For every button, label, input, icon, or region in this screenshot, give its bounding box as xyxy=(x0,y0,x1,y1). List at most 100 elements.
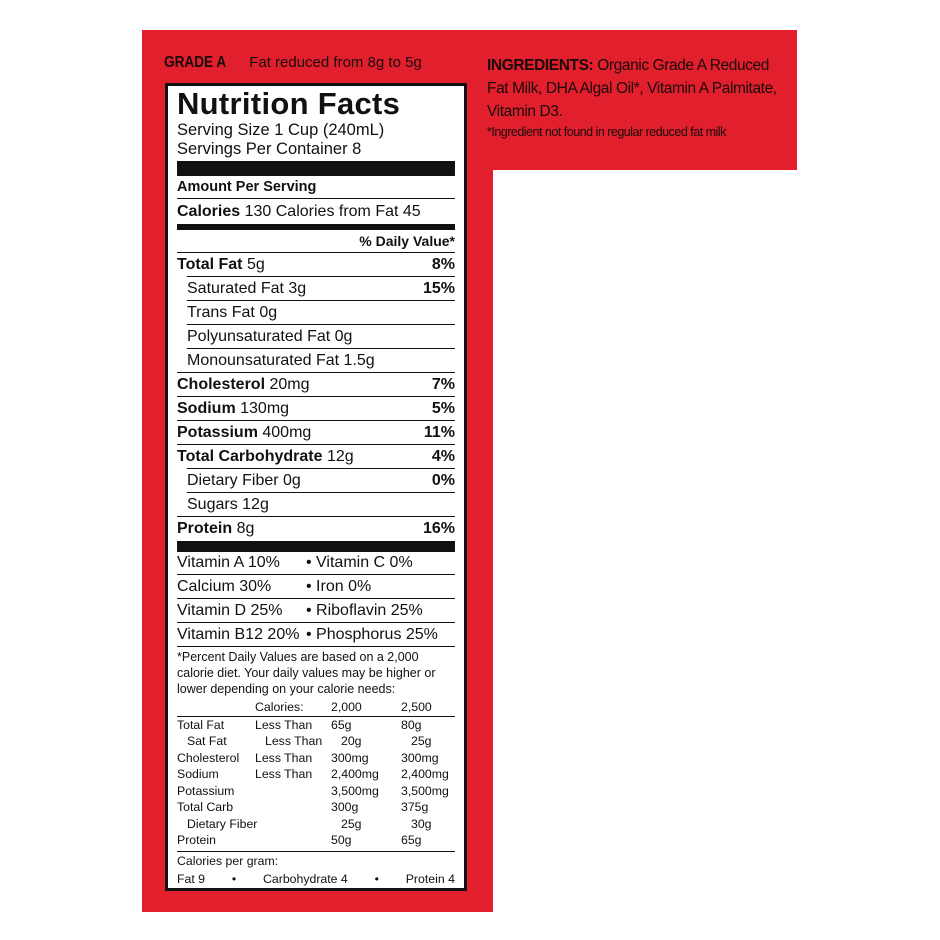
protein-calories: Protein 4 xyxy=(405,871,455,886)
dv-table-cell: Total Carb xyxy=(177,800,234,814)
nutrient-name: Polyunsaturated Fat 0g xyxy=(187,328,353,345)
nutrient-name: Cholesterol 20mg xyxy=(177,376,310,393)
dv-table-cell: Total Fat xyxy=(177,717,225,732)
servings-per-container: Servings Per Container 8 xyxy=(177,140,362,158)
vitamin-item: • Iron 0% xyxy=(306,578,372,595)
divider xyxy=(177,224,455,230)
footnote-text: *Percent Daily Values are based on a 2,0… xyxy=(177,650,436,696)
divider xyxy=(177,541,455,552)
divider xyxy=(177,161,455,176)
calories-from-fat: Calories from Fat 45 xyxy=(275,203,421,220)
vitamin-item: • Phosphorus 25% xyxy=(306,626,438,643)
dv-table-cell: 30g xyxy=(411,816,432,831)
nutrient-row: Polyunsaturated Fat 0g xyxy=(187,324,455,348)
vitamin-row: Vitamin B12 20% • Phosphorus 25% xyxy=(177,622,455,646)
dv-table-cell: Sodium xyxy=(177,767,219,781)
vitamin-row: Vitamin D 25% • Riboflavin 25% xyxy=(177,598,455,622)
dv-table-cell: 2,400mg xyxy=(401,767,449,781)
dv-table-cell xyxy=(255,783,331,800)
dv-table-cell: 25g xyxy=(411,734,432,748)
dv-table-row: Cholesterol Less Than 300mg 300mg xyxy=(177,750,455,767)
vitamin-item: • Vitamin C 0% xyxy=(306,554,413,571)
fat-claim: Fat reduced from 8g to 5g xyxy=(249,54,422,71)
vitamin-item: Vitamin A 10% xyxy=(177,554,280,571)
vitamin-item: Vitamin D 25% xyxy=(177,602,283,619)
nutrient-name: Dietary Fiber 0g xyxy=(187,472,301,489)
nutrient-name: Sodium 130mg xyxy=(177,400,290,417)
nutrient-row: Cholesterol 20mg 7% xyxy=(177,372,455,396)
nutrient-name: Sugars 12g xyxy=(187,496,269,513)
nutrient-name: Trans Fat 0g xyxy=(187,304,278,321)
carb-calories: Carbohydrate 4 xyxy=(263,871,348,886)
nutrient-row: Potassium 400mg 11% xyxy=(177,420,455,444)
dv-table-cell: 3,500mg xyxy=(331,783,379,798)
calories-per-gram-label: Calories per gram: xyxy=(177,853,279,868)
nutrient-name: Saturated Fat 3g xyxy=(187,280,307,297)
serving-size: Serving Size 1 Cup (240mL) xyxy=(177,121,385,139)
vitamin-list: Vitamin A 10% • Vitamin C 0% Calcium 30% • … xyxy=(177,551,455,646)
daily-value-table: Calories: 2,000 2,500 Total Fat Less Than 65g… xyxy=(177,699,455,849)
dv-table-cell: Less Than xyxy=(255,767,313,781)
vitamin-row: Vitamin A 10% • Vitamin C 0% xyxy=(177,551,455,574)
dv-table-cell: 65g xyxy=(401,833,422,847)
vitamin-row: Calcium 30% • Iron 0% xyxy=(177,574,455,598)
nutrient-row: Sugars 12g xyxy=(187,492,455,516)
dv-table-cell: 2,400mg xyxy=(331,767,379,781)
dv-table-cell: Cholesterol xyxy=(177,750,240,765)
calories-row: Calories 130 Calories from Fat 45 xyxy=(177,199,455,224)
nutrient-row: Monounsaturated Fat 1.5g xyxy=(187,348,455,372)
dv-table-cell: Calories: xyxy=(255,700,304,714)
dv-table-cell xyxy=(255,832,331,849)
dv-table-cell: Potassium xyxy=(177,783,235,798)
dv-table-cell: Dietary Fiber xyxy=(187,816,258,831)
nutrient-name: Protein 8g xyxy=(177,520,255,537)
dv-table-cell: Sat Fat xyxy=(187,734,227,748)
dv-table-cell xyxy=(177,699,255,716)
dv-table-cell: 20g xyxy=(341,734,362,748)
dv-table-cell: 300mg xyxy=(401,750,439,765)
dv-table-row: Potassium 3,500mg 3,500mg xyxy=(177,783,455,800)
nutrient-list: Total Fat 5g 8% Saturated Fat 3g 15% Trans F… xyxy=(177,252,455,540)
label-title: Nutrition Facts xyxy=(177,86,401,121)
dv-table-cell: 3,500mg xyxy=(401,783,449,798)
dv-table-cell: 375g xyxy=(401,800,429,814)
dv-table-cell: 2,500 xyxy=(401,700,432,714)
red-panel-ingredients xyxy=(493,30,797,170)
footnote: *Percent Daily Values are based on a 2,0… xyxy=(177,646,455,697)
dv-table-cell: 65g xyxy=(331,717,352,732)
vitamin-item: Vitamin B12 20% xyxy=(177,626,300,643)
dv-table-cell: 300g xyxy=(331,800,359,814)
nutrient-row: Trans Fat 0g xyxy=(187,300,455,324)
calories-value: 130 xyxy=(244,203,272,220)
bullet: • xyxy=(374,871,379,886)
dv-table-cell: Less Than xyxy=(255,717,313,732)
ingredients-note: *Ingredient not found in regular reduced… xyxy=(487,125,726,139)
nutrient-dv: 11% xyxy=(423,424,455,441)
dv-table-cell xyxy=(265,816,341,833)
nutrient-row: Total Fat 5g 8% xyxy=(177,252,455,276)
dv-table-cell: 25g xyxy=(341,816,362,831)
nutrient-dv: 4% xyxy=(431,448,455,465)
dv-table-cell: Less Than xyxy=(265,734,323,748)
nutrient-dv: 5% xyxy=(431,400,455,417)
dv-table-cell: Less Than xyxy=(255,750,313,765)
nutrient-dv: 7% xyxy=(431,376,455,393)
dv-table-cell: 50g xyxy=(331,833,352,847)
nutrient-row: Total Carbohydrate 12g 4% xyxy=(177,444,455,468)
nutrient-row: Protein 8g 16% xyxy=(177,516,455,540)
nutrient-row: Saturated Fat 3g 15% xyxy=(187,276,455,300)
dv-table-cell: 80g xyxy=(401,717,422,732)
daily-value-header: % Daily Value* xyxy=(359,233,455,249)
bullet: • xyxy=(231,871,237,886)
dv-table-row: Protein 50g 65g xyxy=(177,832,455,849)
fat-calories: Fat 9 xyxy=(177,871,206,886)
grade-header: GRADE A Fat reduced from 8g to 5g xyxy=(164,54,422,72)
dv-table-row: Total Fat Less Than 65g 80g xyxy=(177,717,455,734)
ingredients: INGREDIENTS: Organic Grade A Reduced Fat… xyxy=(487,54,787,141)
nutrition-facts-label: Nutrition Facts Serving Size 1 Cup (240m… xyxy=(165,83,467,891)
amount-per-serving: Amount Per Serving xyxy=(177,176,455,199)
grade-label: GRADE A xyxy=(164,54,227,71)
dv-table-row: Calories: 2,000 2,500 xyxy=(177,699,455,717)
dv-table-row: Total Carb 300g 375g xyxy=(177,799,455,816)
vitamin-item: • Riboflavin 25% xyxy=(306,602,423,619)
